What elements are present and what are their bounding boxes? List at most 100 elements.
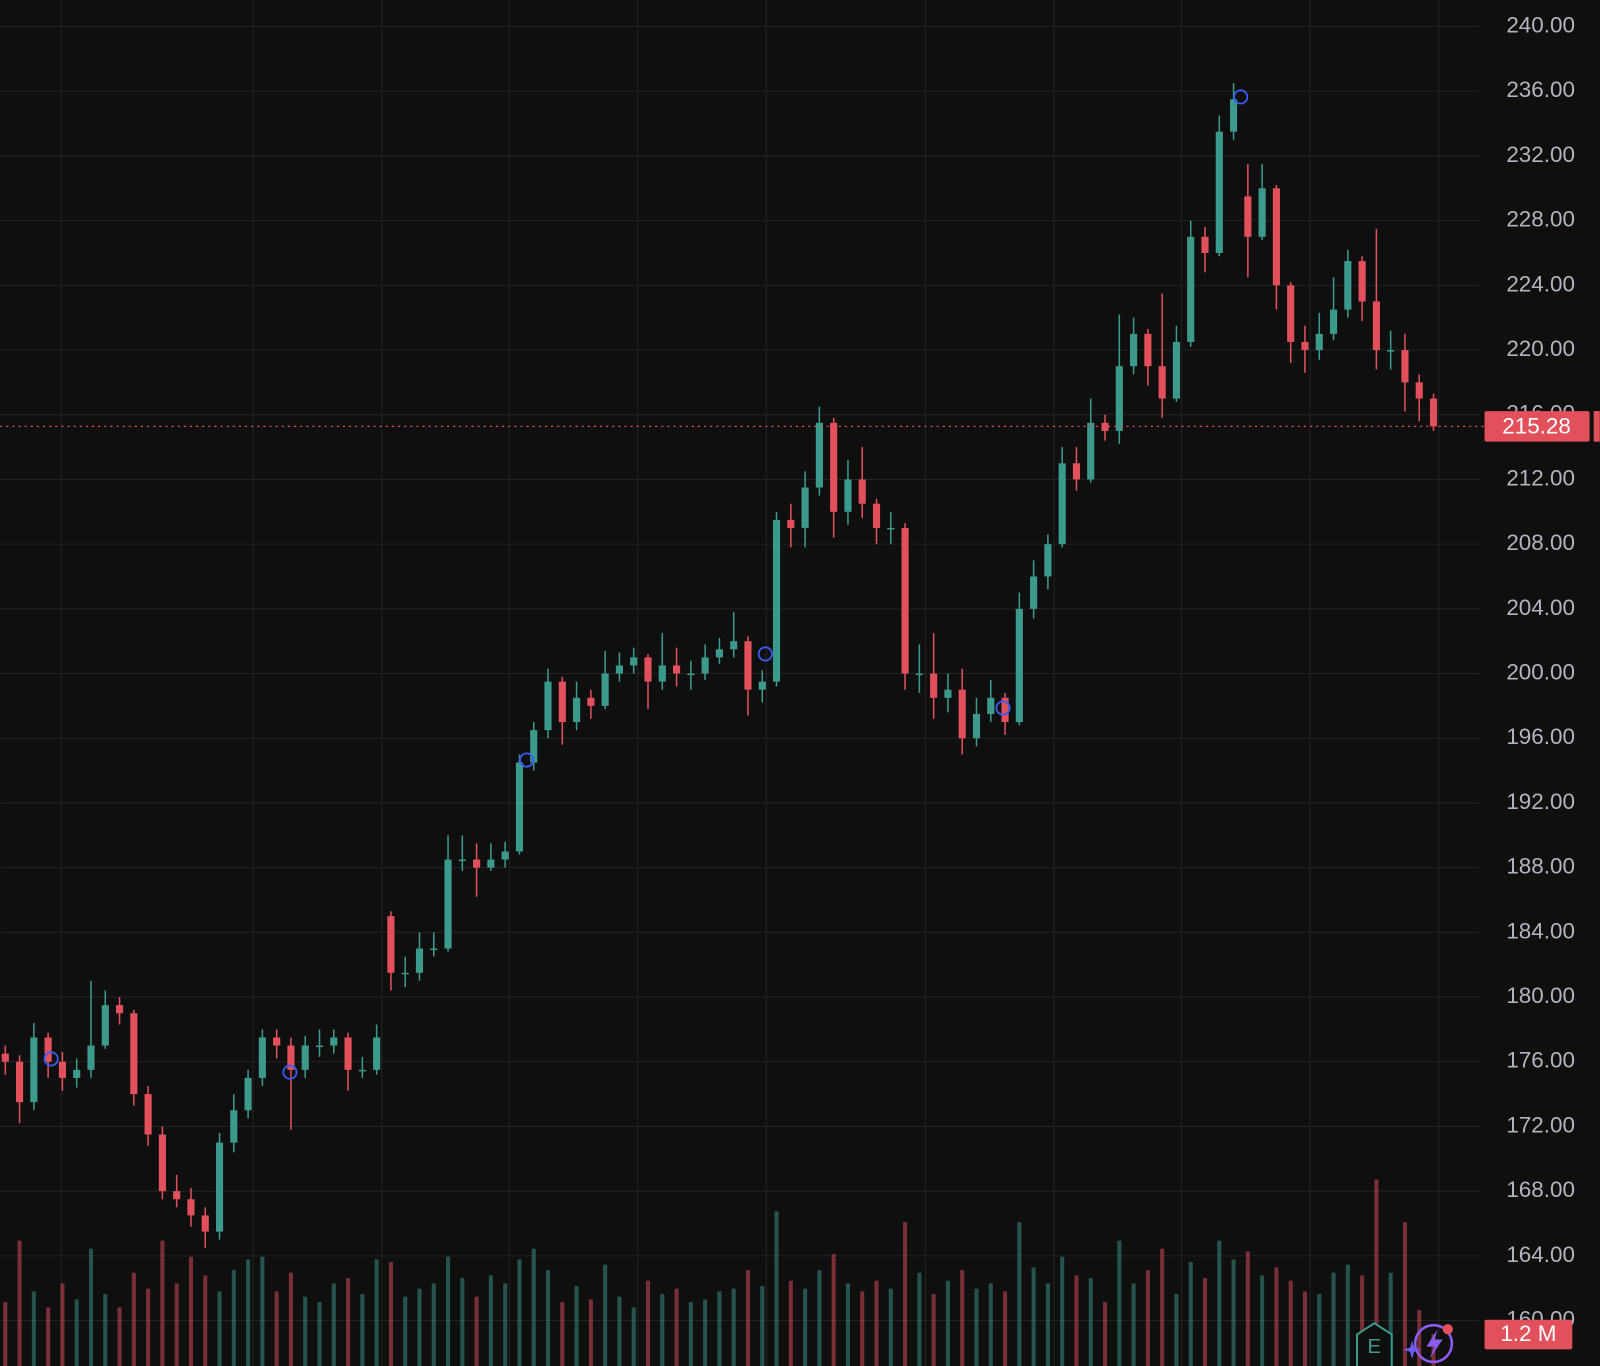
candle-body	[644, 657, 652, 682]
volume-bar	[88, 1248, 94, 1366]
candle-body	[744, 641, 752, 690]
candle-body	[1144, 333, 1152, 367]
candle-body	[201, 1215, 209, 1232]
volume-bar	[1288, 1280, 1293, 1366]
candle-body	[430, 948, 438, 951]
candle-body	[1115, 366, 1123, 431]
y-tick-label: 240.00	[1506, 12, 1575, 37]
candle-body	[1044, 544, 1052, 577]
candle-body	[115, 1005, 124, 1014]
candle-body	[444, 859, 452, 949]
volume-bar	[660, 1294, 665, 1366]
volume-bar	[688, 1302, 693, 1366]
candle-body	[758, 681, 766, 690]
icon-ring	[1413, 1323, 1454, 1364]
y-tick-label: 164.00	[1506, 1242, 1575, 1267]
icon-sparkle	[1402, 1340, 1422, 1359]
volume-bar	[560, 1302, 565, 1366]
volume-bar	[1131, 1283, 1136, 1366]
candle-body	[1329, 309, 1338, 334]
volume-bar	[446, 1256, 451, 1366]
volume-bar	[360, 1294, 365, 1366]
candle-body	[1, 1053, 9, 1062]
volume-bar	[845, 1283, 850, 1366]
candle-body	[1244, 196, 1252, 237]
candle-body	[1272, 188, 1280, 286]
volume-bar	[574, 1286, 579, 1366]
candle-body	[387, 916, 395, 973]
volume-bar	[603, 1264, 608, 1366]
volume-bar	[1402, 1222, 1407, 1366]
volume-bar	[1331, 1272, 1336, 1366]
candle-body	[244, 1077, 252, 1111]
volume-bar	[1274, 1267, 1279, 1366]
volume-bar	[617, 1296, 622, 1366]
volume-bar	[474, 1296, 479, 1366]
candle-body	[401, 972, 409, 975]
candle-body	[1030, 576, 1038, 609]
candle-body	[130, 1013, 138, 1095]
volume-bar	[1031, 1267, 1036, 1366]
candle-body	[1358, 261, 1366, 302]
candle-body	[1101, 422, 1109, 431]
volume-bar	[1317, 1294, 1322, 1366]
y-tick-label: 204.00	[1506, 595, 1575, 620]
volume-bar	[146, 1288, 151, 1366]
volume-bar	[703, 1299, 708, 1366]
volume-bar	[517, 1259, 522, 1366]
candle-body	[1215, 131, 1223, 253]
volume-bar	[131, 1272, 136, 1366]
volume-bar	[903, 1222, 908, 1366]
volume-bar	[117, 1307, 122, 1366]
volume-bar	[1360, 1275, 1365, 1366]
ai-icon[interactable]	[1402, 1323, 1454, 1364]
volume-bar	[1217, 1240, 1222, 1366]
volume-bar	[1302, 1291, 1308, 1366]
candle-body	[158, 1134, 166, 1192]
volume-bar	[74, 1299, 79, 1366]
volume-bar	[974, 1288, 979, 1366]
candle-body	[1372, 301, 1380, 351]
candle-body	[787, 519, 795, 528]
candle-body	[373, 1037, 381, 1070]
volume-bar	[260, 1256, 265, 1366]
candle-body	[1087, 422, 1095, 480]
last-price-label: 215.28	[1502, 413, 1571, 438]
volume-bar	[160, 1240, 165, 1366]
candle-body	[173, 1191, 181, 1200]
candle-body	[344, 1037, 352, 1070]
last-price: 215.28 1.2 M	[0, 411, 1600, 1350]
volume-bar	[503, 1283, 508, 1366]
volume-bar	[1174, 1294, 1179, 1366]
volume-bar	[31, 1291, 36, 1366]
price-axis: 160.00164.00168.00172.00176.00180.00184.…	[1506, 12, 1575, 1331]
horizontal-grid	[0, 26, 1480, 1322]
candle-body	[1187, 236, 1195, 342]
volume-bar	[231, 1270, 236, 1366]
volume-bar	[1231, 1259, 1236, 1366]
volume-bar	[488, 1275, 493, 1366]
volume-bar	[1245, 1251, 1250, 1366]
volume-bar	[317, 1302, 322, 1366]
candle-body	[1415, 382, 1423, 399]
event-markers	[43, 89, 1249, 1080]
candle-body	[187, 1199, 195, 1216]
candle-body	[16, 1061, 24, 1103]
y-tick-label: 172.00	[1506, 1112, 1575, 1137]
volume-bar	[60, 1283, 65, 1366]
candle-body	[701, 657, 709, 674]
y-tick-label: 208.00	[1506, 530, 1575, 555]
y-tick-label: 220.00	[1506, 336, 1575, 361]
candle-body	[101, 1005, 109, 1046]
icon-bolt	[1426, 1329, 1443, 1359]
volume-bar	[1188, 1262, 1193, 1366]
candle-body	[1387, 350, 1395, 352]
earnings-badge[interactable]: E	[1355, 1321, 1393, 1366]
volume-bar	[774, 1211, 779, 1366]
volume-bar	[1145, 1270, 1150, 1366]
volume-bar	[931, 1294, 936, 1366]
volume-bar	[1388, 1272, 1393, 1366]
icon-dot	[1442, 1324, 1453, 1335]
candle-body	[1058, 463, 1066, 545]
